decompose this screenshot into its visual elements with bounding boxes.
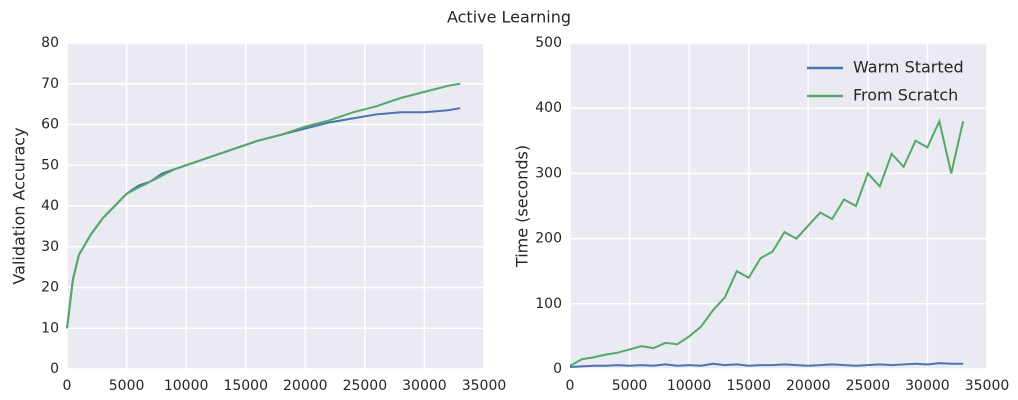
- plot-area: [570, 43, 987, 369]
- y-tick-label: 200: [535, 231, 562, 247]
- y-tick-label: 0: [553, 361, 562, 377]
- y-tick-label: 500: [535, 35, 562, 51]
- y-tick-label: 400: [535, 100, 562, 116]
- y-tick-label: 50: [41, 157, 59, 173]
- legend-label: From Scratch: [853, 86, 958, 105]
- y-axis-label: Time (seconds): [513, 145, 532, 268]
- x-tick-label: 20000: [786, 378, 831, 394]
- y-tick-label: 40: [41, 198, 59, 214]
- series-line: [66, 82, 461, 329]
- x-tick-label: 15000: [726, 378, 771, 394]
- x-tick-label: 30000: [905, 378, 950, 394]
- x-tick-label: 25000: [846, 378, 891, 394]
- series-line: [569, 362, 964, 369]
- y-tick-label: 80: [41, 35, 59, 51]
- y-tick-label: 70: [41, 76, 59, 92]
- x-tick-label: 20000: [283, 378, 328, 394]
- x-tick-label: 0: [63, 378, 72, 394]
- y-tick-label: 300: [535, 165, 562, 181]
- y-tick-label: 100: [535, 296, 562, 312]
- series-line: [569, 118, 965, 367]
- y-axis-label: Validation Accuracy: [10, 127, 29, 284]
- y-tick-label: 10: [41, 320, 59, 336]
- x-tick-label: 35000: [462, 378, 507, 394]
- x-tick-label: 30000: [402, 378, 447, 394]
- x-tick-label: 0: [566, 378, 575, 394]
- x-tick-label: 10000: [667, 378, 712, 394]
- y-tick-label: 60: [41, 117, 59, 133]
- y-tick-label: 0: [50, 361, 59, 377]
- x-tick-label: 10000: [164, 378, 209, 394]
- legend-label: Warm Started: [853, 58, 964, 77]
- y-tick-label: 30: [41, 239, 59, 255]
- x-tick-label: 35000: [965, 378, 1010, 394]
- x-tick-label: 15000: [223, 378, 268, 394]
- y-tick-label: 20: [41, 280, 59, 296]
- x-tick-label: 25000: [343, 378, 388, 394]
- x-tick-label: 5000: [109, 378, 145, 394]
- x-tick-label: 5000: [612, 378, 648, 394]
- figure-title: Active Learning: [447, 8, 571, 27]
